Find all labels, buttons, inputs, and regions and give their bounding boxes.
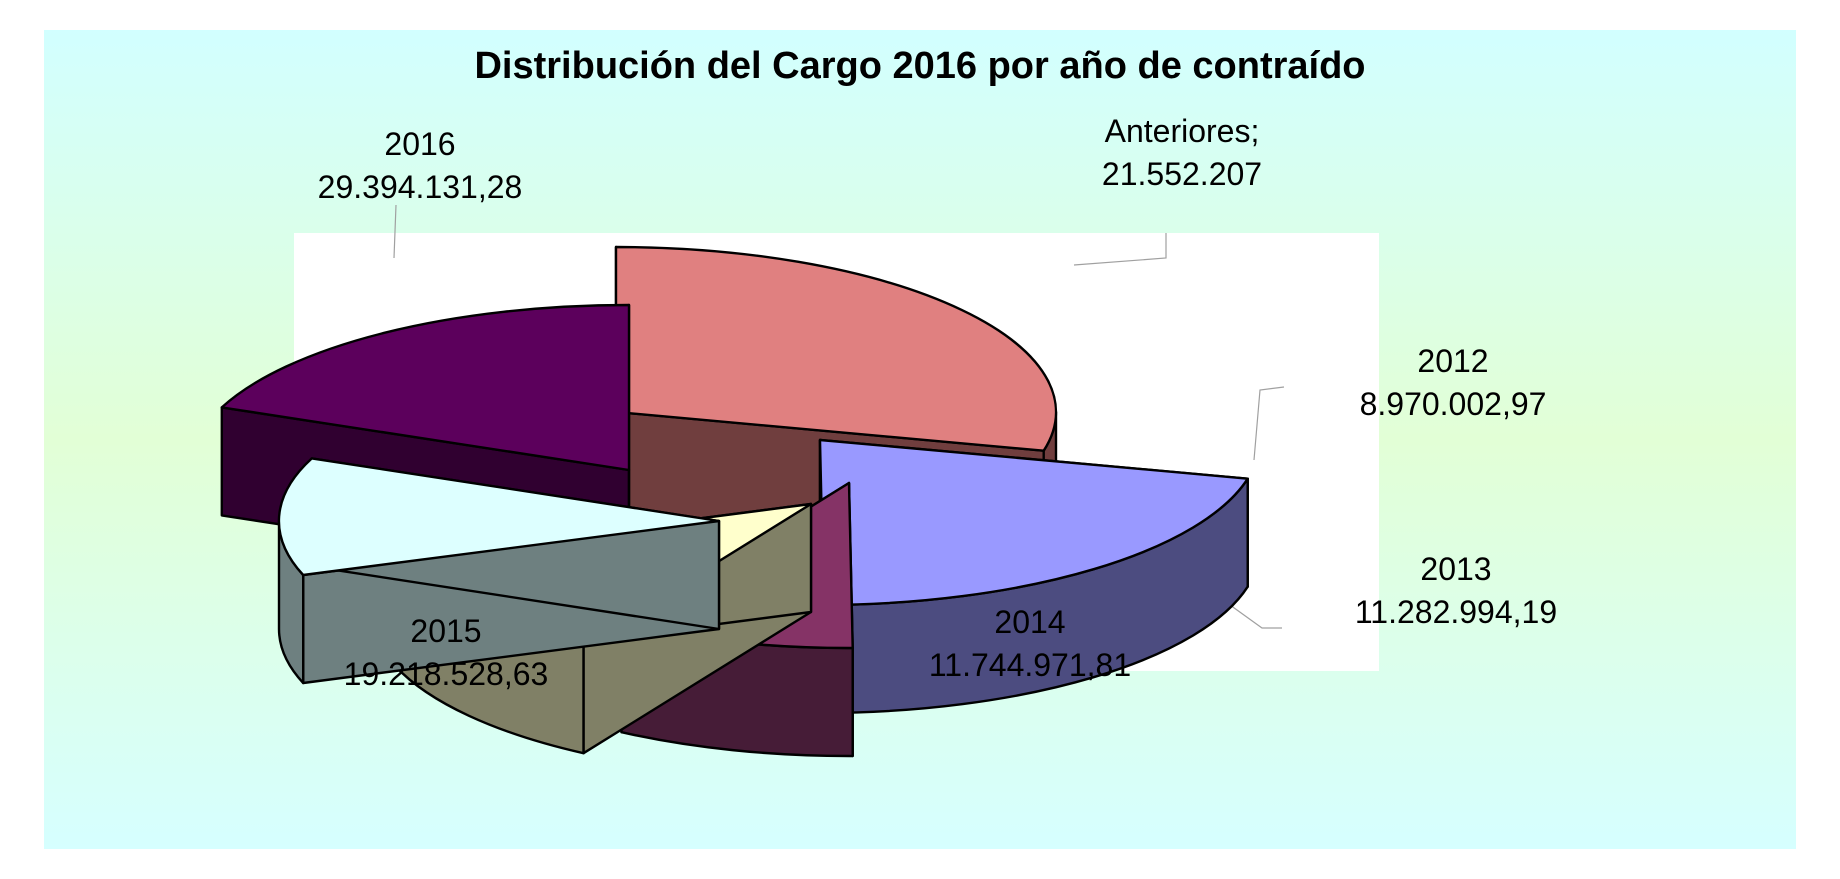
data-label-value-anteriores: 21.552.207	[1102, 156, 1262, 192]
pie-slice-2015	[220, 303, 631, 472]
leader-line-anteriores	[1073, 233, 1167, 266]
data-label-value-2012: 8.970.002,97	[1360, 386, 1547, 422]
data-label-value-2015: 19.218.528,63	[344, 656, 549, 692]
data-label-value-2013: 11.282.994,19	[1355, 594, 1557, 630]
chart-title: Distribución del Cargo 2016 por año de c…	[474, 45, 1365, 87]
pie-slice-anteriores	[818, 438, 1249, 607]
pie-slice-2014	[277, 457, 721, 577]
data-label-category-2015: 2015	[410, 613, 481, 649]
data-label-value-2014: 11.744.971,81	[929, 647, 1131, 683]
data-label-category-2012: 2012	[1417, 343, 1488, 379]
data-label-category-anteriores: Anteriores;	[1105, 113, 1260, 149]
pie-chart-svg: Distribución del Cargo 2016 por año de c…	[44, 30, 1796, 849]
leader-line-2012	[1253, 386, 1285, 461]
data-label-category-2016: 2016	[384, 126, 455, 162]
pie-slices	[220, 245, 1249, 758]
chart-area: Distribución del Cargo 2016 por año de c…	[44, 30, 1796, 849]
data-labels: 2016 29.394.131,28 Anteriores; 21.552.207 20…	[318, 113, 1557, 692]
data-label-category-2013: 2013	[1420, 551, 1491, 587]
data-label-category-2014: 2014	[994, 604, 1065, 640]
leader-line-2016	[393, 204, 397, 259]
data-label-value-2016: 29.394.131,28	[318, 169, 523, 205]
pie-slice-2016	[614, 245, 1058, 452]
